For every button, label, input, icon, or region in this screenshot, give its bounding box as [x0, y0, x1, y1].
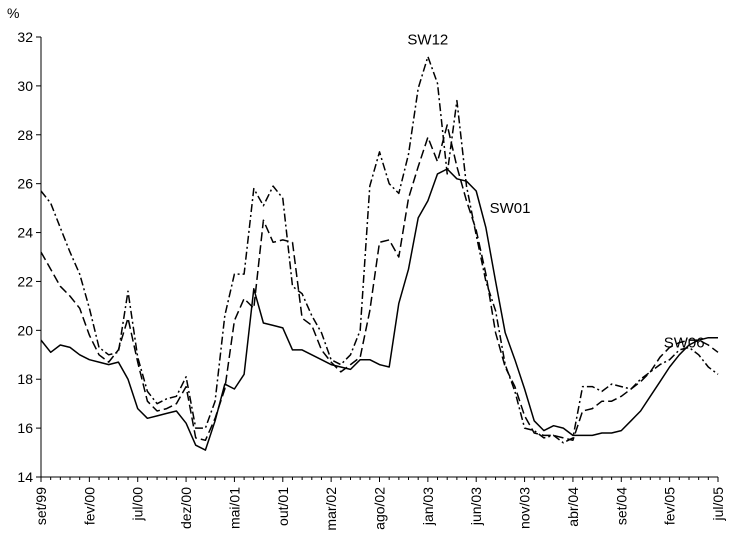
y-tick-label: 18	[17, 371, 33, 387]
y-tick-label: 20	[17, 322, 33, 338]
series-label-sw01: SW01	[490, 200, 531, 217]
x-tick-label: ago/02	[372, 487, 388, 530]
x-tick-label: jul/00	[130, 487, 146, 522]
x-tick-label: mai/01	[226, 487, 242, 529]
y-tick-label: 30	[17, 78, 33, 94]
x-tick-label: jun/03	[468, 487, 484, 526]
x-tick-label: fev/00	[81, 487, 97, 525]
y-tick-label: 16	[17, 420, 33, 436]
y-tick-label: 14	[17, 469, 33, 485]
x-tick-label: fev/05	[662, 487, 678, 525]
x-tick-label: set/99	[33, 487, 49, 525]
y-tick-label: 28	[17, 127, 33, 143]
x-tick-label: jul/05	[710, 487, 726, 522]
y-tick-label: 26	[17, 176, 33, 192]
series-line-sw01	[40, 168, 718, 451]
y-tick-label: 24	[17, 225, 33, 241]
x-tick-label: jan/03	[420, 487, 436, 526]
x-tick-label: dez/00	[178, 487, 194, 529]
x-tick-label: set/04	[613, 487, 629, 525]
series-label-sw06: SW06	[664, 334, 705, 351]
series-line-sw06	[40, 124, 719, 442]
x-tick-label: abr/04	[565, 487, 581, 527]
x-tick-label: out/01	[275, 487, 291, 526]
x-tick-label: mar/02	[323, 487, 339, 531]
y-tick-label: 22	[17, 273, 33, 289]
y-axis-unit-label: %	[7, 5, 19, 21]
series-label-sw12: SW12	[407, 31, 448, 48]
series-line-sw12	[40, 55, 719, 444]
x-tick-label: nov/03	[517, 487, 533, 529]
y-tick-label: 32	[17, 29, 33, 45]
